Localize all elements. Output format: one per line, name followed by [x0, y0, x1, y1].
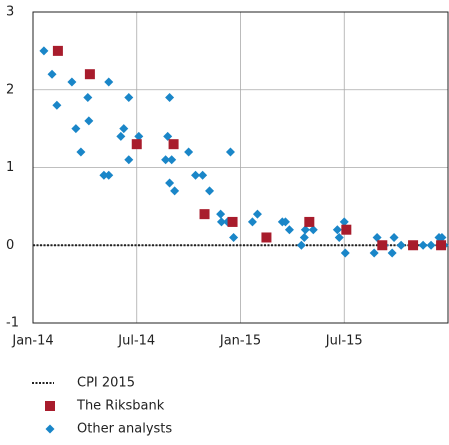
- analyst-point: [84, 116, 94, 126]
- legend-label: CPI 2015: [77, 376, 135, 391]
- analyst-point: [104, 170, 114, 180]
- riksbank-point: [377, 240, 388, 251]
- analyst-point: [225, 147, 235, 157]
- analyst-point: [387, 248, 397, 258]
- analyst-point: [116, 131, 126, 141]
- y-tick-label: 2: [6, 82, 14, 97]
- analyst-point: [369, 248, 379, 258]
- analyst-point: [170, 186, 180, 196]
- analyst-point: [191, 170, 201, 180]
- analyst-point: [161, 155, 171, 165]
- analyst-point: [308, 225, 318, 235]
- analyst-point: [252, 209, 262, 219]
- analyst-point: [134, 131, 144, 141]
- riksbank-point: [131, 139, 142, 150]
- x-tick-label: Jan-15: [219, 334, 261, 349]
- y-tick-label: 0: [6, 238, 14, 253]
- riksbank-point: [436, 240, 447, 251]
- analyst-point: [396, 240, 406, 250]
- analyst-point: [124, 155, 134, 165]
- riksbank-point: [199, 209, 210, 220]
- analyst-point: [296, 240, 306, 250]
- riksbank-point: [261, 232, 272, 243]
- analyst-point: [334, 232, 344, 242]
- analyst-point: [52, 100, 62, 110]
- analyst-point: [67, 77, 77, 87]
- analyst-point: [389, 232, 399, 242]
- analyst-point: [229, 232, 239, 242]
- x-tick-label: Jul-14: [117, 334, 155, 349]
- analyst-point: [300, 225, 310, 235]
- analyst-point: [47, 69, 57, 79]
- analyst-point: [299, 232, 309, 242]
- analyst-point: [339, 217, 349, 227]
- analyst-point: [83, 93, 93, 103]
- analyst-point: [247, 217, 257, 227]
- analyst-point: [104, 77, 114, 87]
- riksbank-point: [84, 69, 95, 80]
- analyst-point: [216, 209, 226, 219]
- analyst-point: [76, 147, 86, 157]
- analyst-point: [216, 217, 226, 227]
- riksbank-point: [168, 139, 179, 150]
- analyst-point: [165, 178, 175, 188]
- analyst-point: [39, 46, 49, 56]
- x-tick-label: Jul-15: [325, 334, 363, 349]
- analyst-point: [184, 147, 194, 157]
- analyst-point: [119, 124, 129, 134]
- analyst-point: [280, 217, 290, 227]
- analyst-point: [99, 170, 109, 180]
- legend-label: The Riksbank: [76, 399, 165, 414]
- x-tick-label: Jan-14: [11, 334, 53, 349]
- analyst-point: [165, 93, 175, 103]
- legend-swatch: [45, 401, 55, 411]
- legend-label: Other analysts: [77, 422, 172, 437]
- analyst-point: [340, 248, 350, 258]
- y-tick-label: -1: [6, 316, 19, 331]
- riksbank-point: [408, 240, 419, 251]
- y-tick-label: 1: [6, 160, 14, 175]
- analyst-point: [437, 232, 447, 242]
- riksbank-point: [227, 216, 238, 227]
- analyst-point: [124, 93, 134, 103]
- analyst-point: [418, 240, 428, 250]
- analyst-point: [426, 240, 436, 250]
- riksbank-point: [52, 45, 63, 56]
- analyst-point: [372, 232, 382, 242]
- analyst-point: [163, 131, 173, 141]
- analyst-point: [71, 124, 81, 134]
- analyst-point: [167, 155, 177, 165]
- analyst-point: [332, 225, 342, 235]
- analyst-point: [284, 225, 294, 235]
- legend-swatch: [45, 424, 55, 434]
- y-tick-label: 3: [6, 5, 14, 20]
- analyst-point: [198, 170, 208, 180]
- riksbank-point: [341, 224, 352, 235]
- plot-frame: [32, 11, 449, 324]
- analyst-point: [205, 186, 215, 196]
- riksbank-point: [304, 216, 315, 227]
